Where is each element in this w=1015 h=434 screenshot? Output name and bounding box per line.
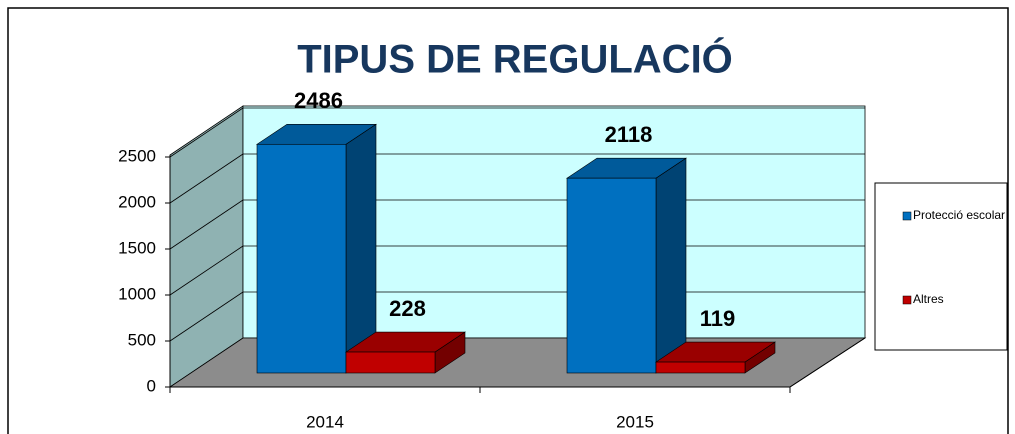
data-label: 2486 (294, 88, 343, 113)
chart-title: TIPUS DE REGULACIÓ (297, 36, 733, 82)
data-label: 119 (700, 306, 736, 331)
bar (655, 361, 746, 374)
y-tick-label: 0 (147, 376, 156, 395)
grid-line (169, 199, 244, 250)
bar-side (655, 157, 687, 374)
y-tick-label: 1500 (118, 238, 156, 257)
y-tick-label: 1000 (118, 284, 156, 303)
legend-swatch (902, 211, 912, 221)
x-tick-label: 2014 (306, 412, 344, 431)
y-tick-label: 500 (128, 330, 156, 349)
bar (566, 177, 657, 374)
legend-label: Protecció escolar (913, 208, 1005, 222)
legend-swatch (902, 295, 912, 305)
grid-line (169, 291, 244, 342)
y-tick-label: 2000 (118, 192, 156, 211)
data-label: 228 (389, 296, 426, 321)
grid-line (169, 107, 244, 158)
bar (256, 143, 347, 374)
x-tick-label: 2015 (616, 412, 654, 431)
y-tick-label: 2500 (118, 146, 156, 165)
left-wall (169, 105, 244, 388)
data-label: 2118 (605, 122, 653, 147)
grid-line (169, 245, 244, 296)
legend-label: Altres (913, 292, 944, 306)
legend (874, 182, 1008, 351)
bar (345, 351, 436, 374)
grid-line (169, 153, 244, 204)
floor-edge (789, 337, 866, 388)
